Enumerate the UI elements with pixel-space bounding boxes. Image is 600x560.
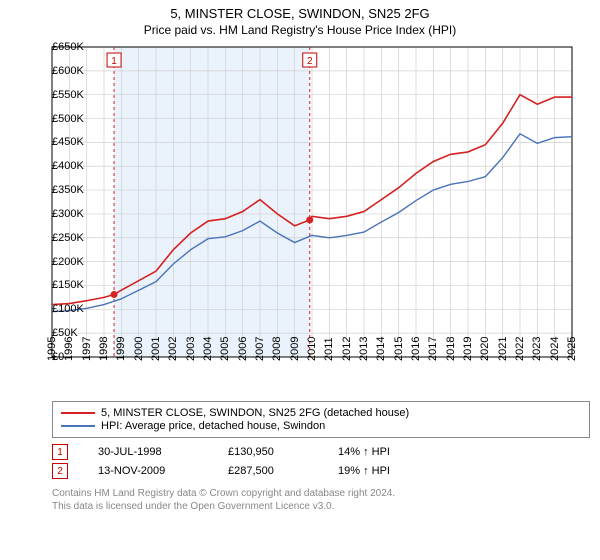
x-tick-label: 2008 [271,337,283,361]
sale-delta: 19% HPI [338,465,390,477]
x-tick-label: 1995 [46,337,58,361]
svg-text:2: 2 [307,56,313,67]
x-tick-label: 2005 [219,337,231,361]
x-tick-label: 2011 [323,337,335,361]
x-tick-label: 2023 [531,337,543,361]
x-tick-label: 2006 [237,337,249,361]
x-tick-label: 2012 [341,337,353,361]
legend-swatch [61,412,95,414]
legend-row: HPI: Average price, detached house, Swin… [61,420,581,432]
price-chart: 12£0£50K£100K£150K£200K£250K£300K£350K£4… [10,43,578,361]
x-tick-label: 2002 [167,337,179,361]
x-tick-label: 2022 [514,337,526,361]
x-tick-label: 2019 [462,337,474,361]
arrow-up-icon [363,465,369,477]
x-tick-label: 1996 [63,337,75,361]
legend: 5, MINSTER CLOSE, SWINDON, SN25 2FG (det… [52,401,590,438]
x-tick-label: 2007 [254,337,266,361]
x-tick-label: 2024 [549,337,561,361]
svg-text:1: 1 [111,56,117,67]
chart-title: 5, MINSTER CLOSE, SWINDON, SN25 2FG [0,6,600,21]
chart-subtitle: Price paid vs. HM Land Registry's House … [0,23,600,37]
x-tick-label: 2014 [375,337,387,361]
x-tick-label: 2000 [133,337,145,361]
x-tick-label: 1998 [98,337,110,361]
x-tick-label: 2004 [202,337,214,361]
sale-date: 30-JUL-1998 [98,446,198,458]
legend-swatch [61,425,95,427]
x-tick-label: 2013 [358,337,370,361]
legend-label: HPI: Average price, detached house, Swin… [101,420,325,432]
x-tick-label: 1999 [115,337,127,361]
x-tick-label: 2021 [497,337,509,361]
sale-date: 13-NOV-2009 [98,465,198,477]
sale-delta: 14% HPI [338,446,390,458]
x-tick-label: 2016 [410,337,422,361]
title-block: 5, MINSTER CLOSE, SWINDON, SN25 2FG Pric… [0,0,600,37]
x-tick-label: 2025 [566,337,578,361]
x-tick-label: 2003 [185,337,197,361]
x-tick-label: 2001 [150,337,162,361]
x-tick-label: 2018 [445,337,457,361]
footnote: Contains HM Land Registry data © Crown c… [52,487,590,513]
sale-marker: 2 [52,463,68,479]
x-tick-label: 2020 [479,337,491,361]
table-row: 2 13-NOV-2009 £287,500 19% HPI [52,463,590,479]
arrow-up-icon [363,446,369,458]
x-tick-label: 2010 [306,337,318,361]
legend-row: 5, MINSTER CLOSE, SWINDON, SN25 2FG (det… [61,407,581,419]
sales-table: 1 30-JUL-1998 £130,950 14% HPI 2 13-NOV-… [52,444,590,479]
x-tick-label: 2017 [427,337,439,361]
legend-label: 5, MINSTER CLOSE, SWINDON, SN25 2FG (det… [101,407,409,419]
table-row: 1 30-JUL-1998 £130,950 14% HPI [52,444,590,460]
sale-price: £287,500 [228,465,308,477]
chart-svg: 12 [10,43,578,361]
x-tick-label: 2015 [393,337,405,361]
sale-price: £130,950 [228,446,308,458]
sale-marker: 1 [52,444,68,460]
x-tick-label: 2009 [289,337,301,361]
x-tick-label: 1997 [81,337,93,361]
